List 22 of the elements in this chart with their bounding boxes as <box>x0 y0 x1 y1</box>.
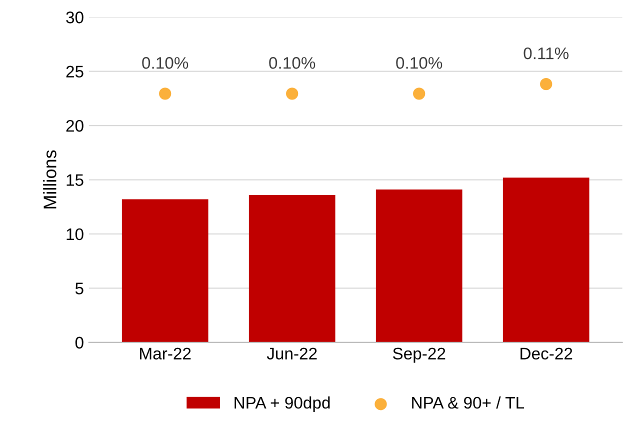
y-tick-label: 25 <box>66 66 84 78</box>
y-tick-label: 5 <box>75 282 84 294</box>
y-tick-label: 30 <box>66 12 84 24</box>
y-axis-title: Millions <box>43 150 56 208</box>
data-label: 0.11% <box>524 47 569 60</box>
bar <box>122 199 208 342</box>
bar <box>248 194 336 342</box>
y-tick-label: 15 <box>66 174 84 186</box>
data-label: 0.10% <box>269 57 316 69</box>
y-tick-label: 20 <box>66 120 84 132</box>
x-tick-label: Sep-22 <box>392 348 446 363</box>
bar <box>502 178 590 342</box>
x-tick-label: Jun-22 <box>266 348 317 360</box>
y-tick-label: 0 <box>75 336 84 349</box>
data-label: 0.10% <box>396 57 442 69</box>
legend-label: NPA + 90dpd <box>234 396 330 412</box>
x-tick-label: Dec-22 <box>520 348 572 360</box>
data-label: 0.10% <box>142 57 188 69</box>
bar <box>376 190 462 342</box>
legend-label: NPA & 90+ / TL <box>412 396 524 409</box>
y-tick-label: 10 <box>66 228 84 240</box>
x-tick-label: Mar-22 <box>140 348 191 360</box>
